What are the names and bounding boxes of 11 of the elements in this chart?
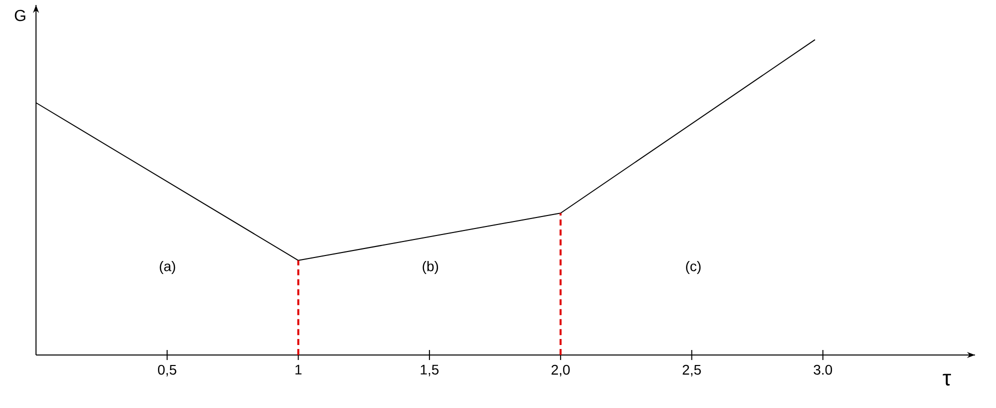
y-axis-title: G bbox=[14, 10, 26, 22]
x-tick-label: 1 bbox=[295, 364, 302, 374]
x-tick-label: 0,5 bbox=[158, 364, 176, 376]
annotation: (a) bbox=[160, 261, 176, 274]
x-axis-title: τ bbox=[942, 374, 951, 386]
x-tick-label: 1,5 bbox=[420, 364, 439, 376]
annotation: (c) bbox=[686, 261, 701, 274]
x-tick-label: 2,0 bbox=[552, 364, 570, 376]
x-tick-label: 2,5 bbox=[682, 364, 701, 376]
x-tick-label: 3.0 bbox=[814, 364, 832, 375]
annotation: (b) bbox=[422, 261, 438, 274]
